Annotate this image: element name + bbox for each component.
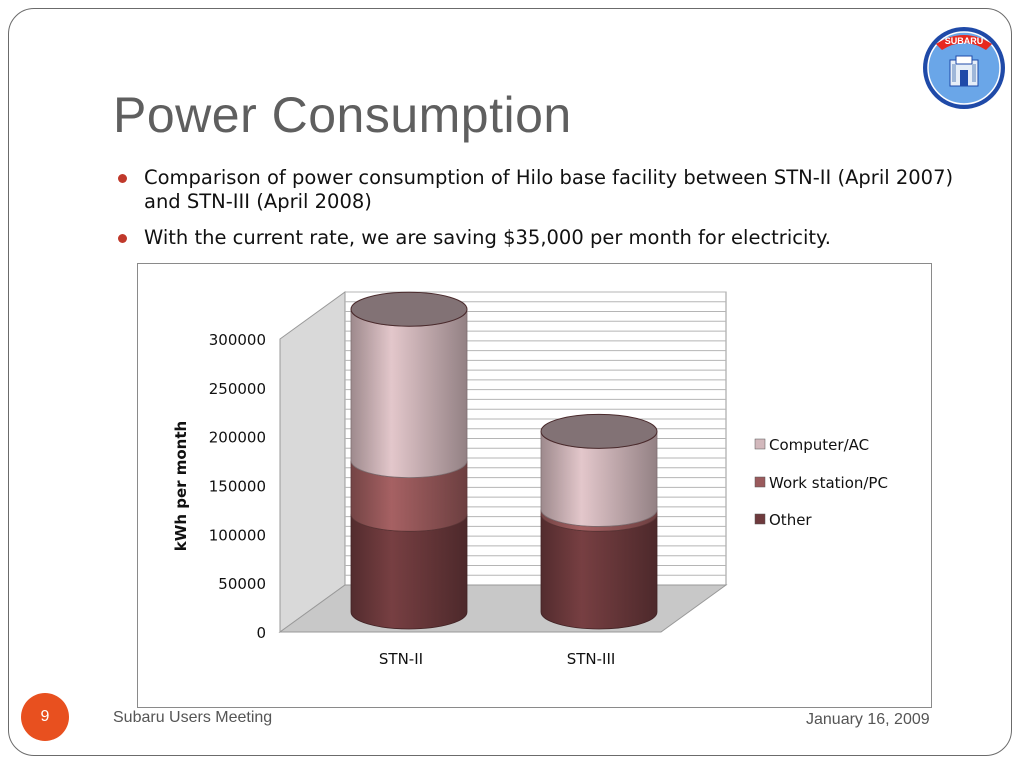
bullet-item: Comparison of power consumption of Hilo … [118,166,978,214]
x-category-label: STN-II [379,650,423,668]
subaru-logo: SUBARU [923,27,1005,109]
bullet-text: Comparison of power consumption of Hilo … [144,166,954,213]
logo-top-text: SUBARU [945,36,984,46]
footer-date: January 16, 2009 [806,711,930,728]
bar-top-cap [540,413,658,449]
telescope-dome-icon [949,55,979,87]
bar-segment [350,309,468,478]
y-tick-label: 300000 [209,331,266,349]
bullet-item: With the current rate, we are saving $35… [118,226,978,250]
slide-title: Power Consumption [113,87,572,143]
y-tick-label: 50000 [218,575,266,593]
legend-label: Work station/PC [769,474,888,492]
legend-swatch [754,476,766,488]
legend-label: Computer/AC [769,436,869,454]
y-tick-label: 100000 [209,526,266,544]
bullet-text: With the current rate, we are saving $35… [144,226,831,249]
chart-container: 0 50000 100000 150000 200000 250000 300000 kWh … [137,263,932,708]
y-tick-label: 0 [256,624,266,642]
bullet-dot-icon [118,234,127,243]
y-tick-label: 150000 [209,478,266,496]
stacked-cylinder-chart: 0 50000 100000 150000 200000 250000 300000 kWh … [172,291,888,668]
bullet-dot-icon [118,174,127,183]
chart-side-wall [279,291,346,633]
y-tick-label: 250000 [209,380,266,398]
y-axis-label: kWh per month [172,421,190,551]
x-category-label: STN-III [567,650,616,668]
legend-swatch [754,438,766,450]
bullet-list: Comparison of power consumption of Hilo … [118,166,978,262]
logo-banner [936,35,992,50]
legend-label: Other [769,511,812,529]
footer-meeting-name: Subaru Users Meeting [113,709,273,726]
y-tick-label: 200000 [209,429,266,447]
legend-swatch [754,513,766,525]
chart-floor [278,584,728,633]
page-number-badge: 9 [21,693,69,741]
bar-top-cap [350,291,468,327]
